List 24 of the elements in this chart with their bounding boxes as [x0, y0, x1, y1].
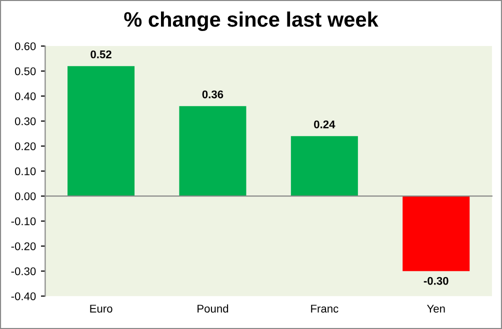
- y-tick-label: 0.00: [14, 192, 36, 200]
- x-tick-label: Pound: [198, 304, 228, 313]
- y-tick-label: 0.30: [14, 117, 36, 126]
- data-label: 0.52: [90, 50, 112, 58]
- bar: [68, 66, 135, 196]
- y-tick-label: -0.20: [11, 242, 36, 250]
- bar: [402, 196, 470, 272]
- y-tick-label: 0.50: [14, 67, 36, 76]
- y-tick-label: -0.30: [11, 267, 36, 276]
- data-label: 0.24: [314, 120, 336, 128]
- chart-title: % change since last week: [124, 12, 378, 32]
- x-tick-label: Euro: [90, 304, 112, 313]
- bar: [179, 106, 246, 196]
- y-tick-label: -0.10: [11, 217, 36, 226]
- bar: [290, 136, 358, 196]
- data-label: -0.30: [424, 276, 448, 285]
- y-tick-label: 0.10: [14, 167, 36, 176]
- y-tick-label: 0.60: [14, 42, 36, 50]
- y-tick-label: -0.40: [11, 292, 36, 300]
- y-tick-label: 0.20: [14, 142, 36, 150]
- x-tick-label: Yen: [426, 304, 445, 313]
- x-tick-label: Franc: [311, 304, 338, 313]
- y-tick-label: 0.40: [14, 92, 36, 100]
- data-label: 0.36: [202, 90, 224, 98]
